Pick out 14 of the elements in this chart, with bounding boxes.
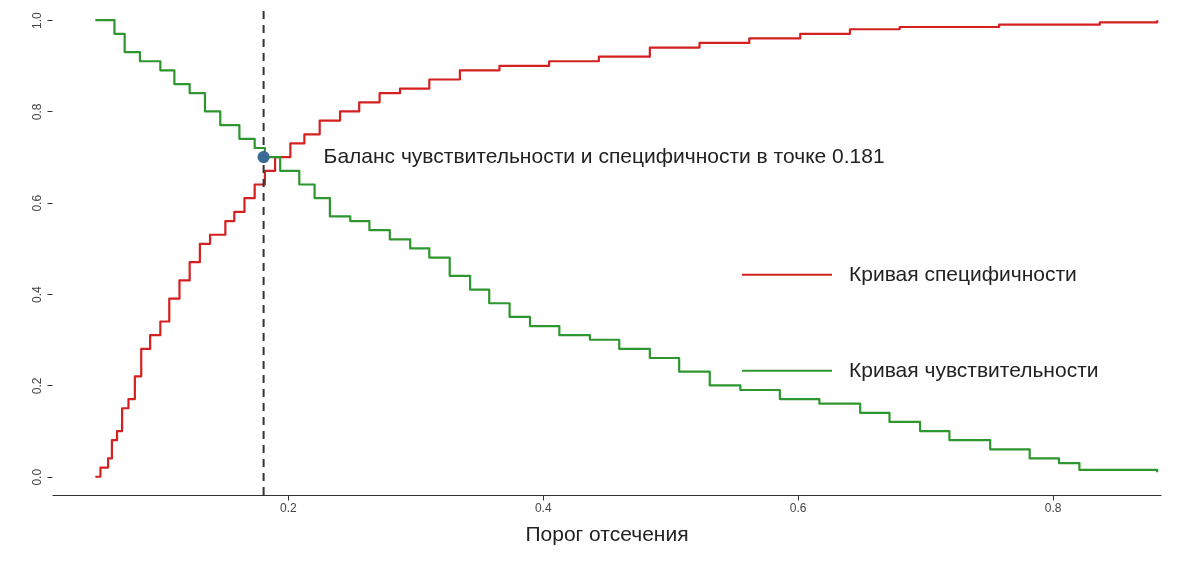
x-tick-label: 0.6 — [789, 500, 807, 515]
y-tick-label: 0.8 — [29, 103, 44, 121]
y-tick-label: 0.4 — [29, 285, 44, 303]
y-tick-label: 0.2 — [29, 377, 44, 395]
legend-label: Кривая специфичности — [849, 261, 1077, 285]
x-tick-label: 0.2 — [279, 500, 297, 515]
x-tick-label: 0.8 — [1044, 500, 1062, 515]
x-tick-label: 0.4 — [534, 500, 552, 515]
annotation: Баланс чувствительности и специфичности в точке 0.181 — [323, 144, 885, 168]
y-tick-label: 1.0 — [29, 11, 44, 29]
y-tick-label: 0.0 — [29, 468, 44, 486]
legend-label: Кривая чувствительности — [849, 357, 1099, 381]
x-axis-title: Порог отсечения — [525, 521, 689, 545]
y-tick-label: 0.6 — [29, 194, 44, 212]
